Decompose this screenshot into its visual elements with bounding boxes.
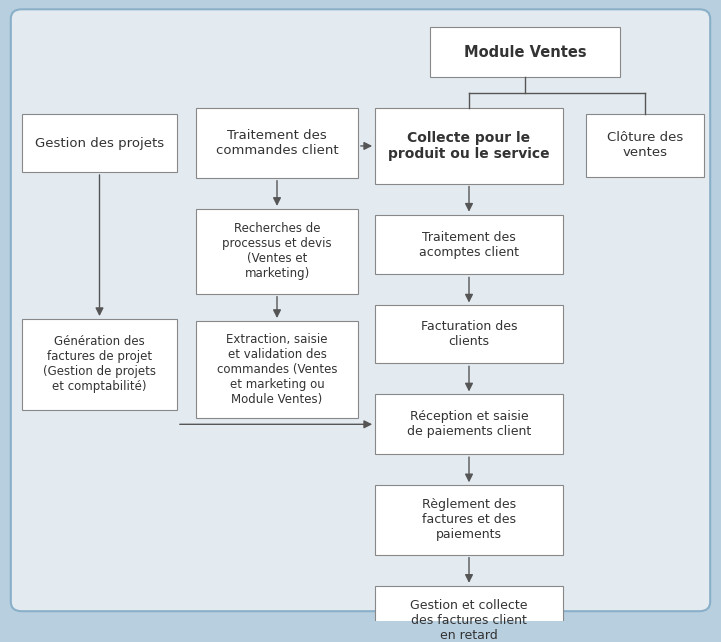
Bar <box>375 586 563 642</box>
Text: Réception et saisie
de paiements client: Réception et saisie de paiements client <box>407 410 531 438</box>
Text: Extraction, saisie
et validation des
commandes (Ventes
et marketing ou
Module Ve: Extraction, saisie et validation des com… <box>217 333 337 406</box>
Text: Règlement des
factures et des
paiements: Règlement des factures et des paiements <box>422 498 516 541</box>
Bar <box>375 108 563 184</box>
Text: Traitement des
commandes client: Traitement des commandes client <box>216 129 338 157</box>
FancyBboxPatch shape <box>11 9 710 611</box>
Bar <box>586 114 704 177</box>
Bar <box>196 108 358 178</box>
Bar <box>22 114 177 172</box>
Text: Traitement des
acomptes client: Traitement des acomptes client <box>419 230 519 259</box>
Text: Recherches de
processus et devis
(Ventes et
marketing): Recherches de processus et devis (Ventes… <box>222 222 332 281</box>
Bar <box>375 306 563 363</box>
Text: Clôture des
ventes: Clôture des ventes <box>607 132 683 159</box>
Bar <box>196 321 358 417</box>
Bar <box>430 27 620 77</box>
Bar <box>375 485 563 555</box>
Text: Facturation des
clients: Facturation des clients <box>421 320 517 349</box>
Text: Collecte pour le
produit ou le service: Collecte pour le produit ou le service <box>388 131 550 161</box>
Text: Gestion et collecte
des factures client
en retard: Gestion et collecte des factures client … <box>410 599 528 642</box>
Bar <box>375 394 563 455</box>
Text: Module Ventes: Module Ventes <box>464 45 586 60</box>
Bar <box>196 209 358 294</box>
Bar <box>22 319 177 410</box>
Text: Génération des
factures de projet
(Gestion de projets
et comptabilité): Génération des factures de projet (Gesti… <box>43 335 156 394</box>
Bar <box>375 214 563 275</box>
Text: Gestion des projets: Gestion des projets <box>35 137 164 150</box>
